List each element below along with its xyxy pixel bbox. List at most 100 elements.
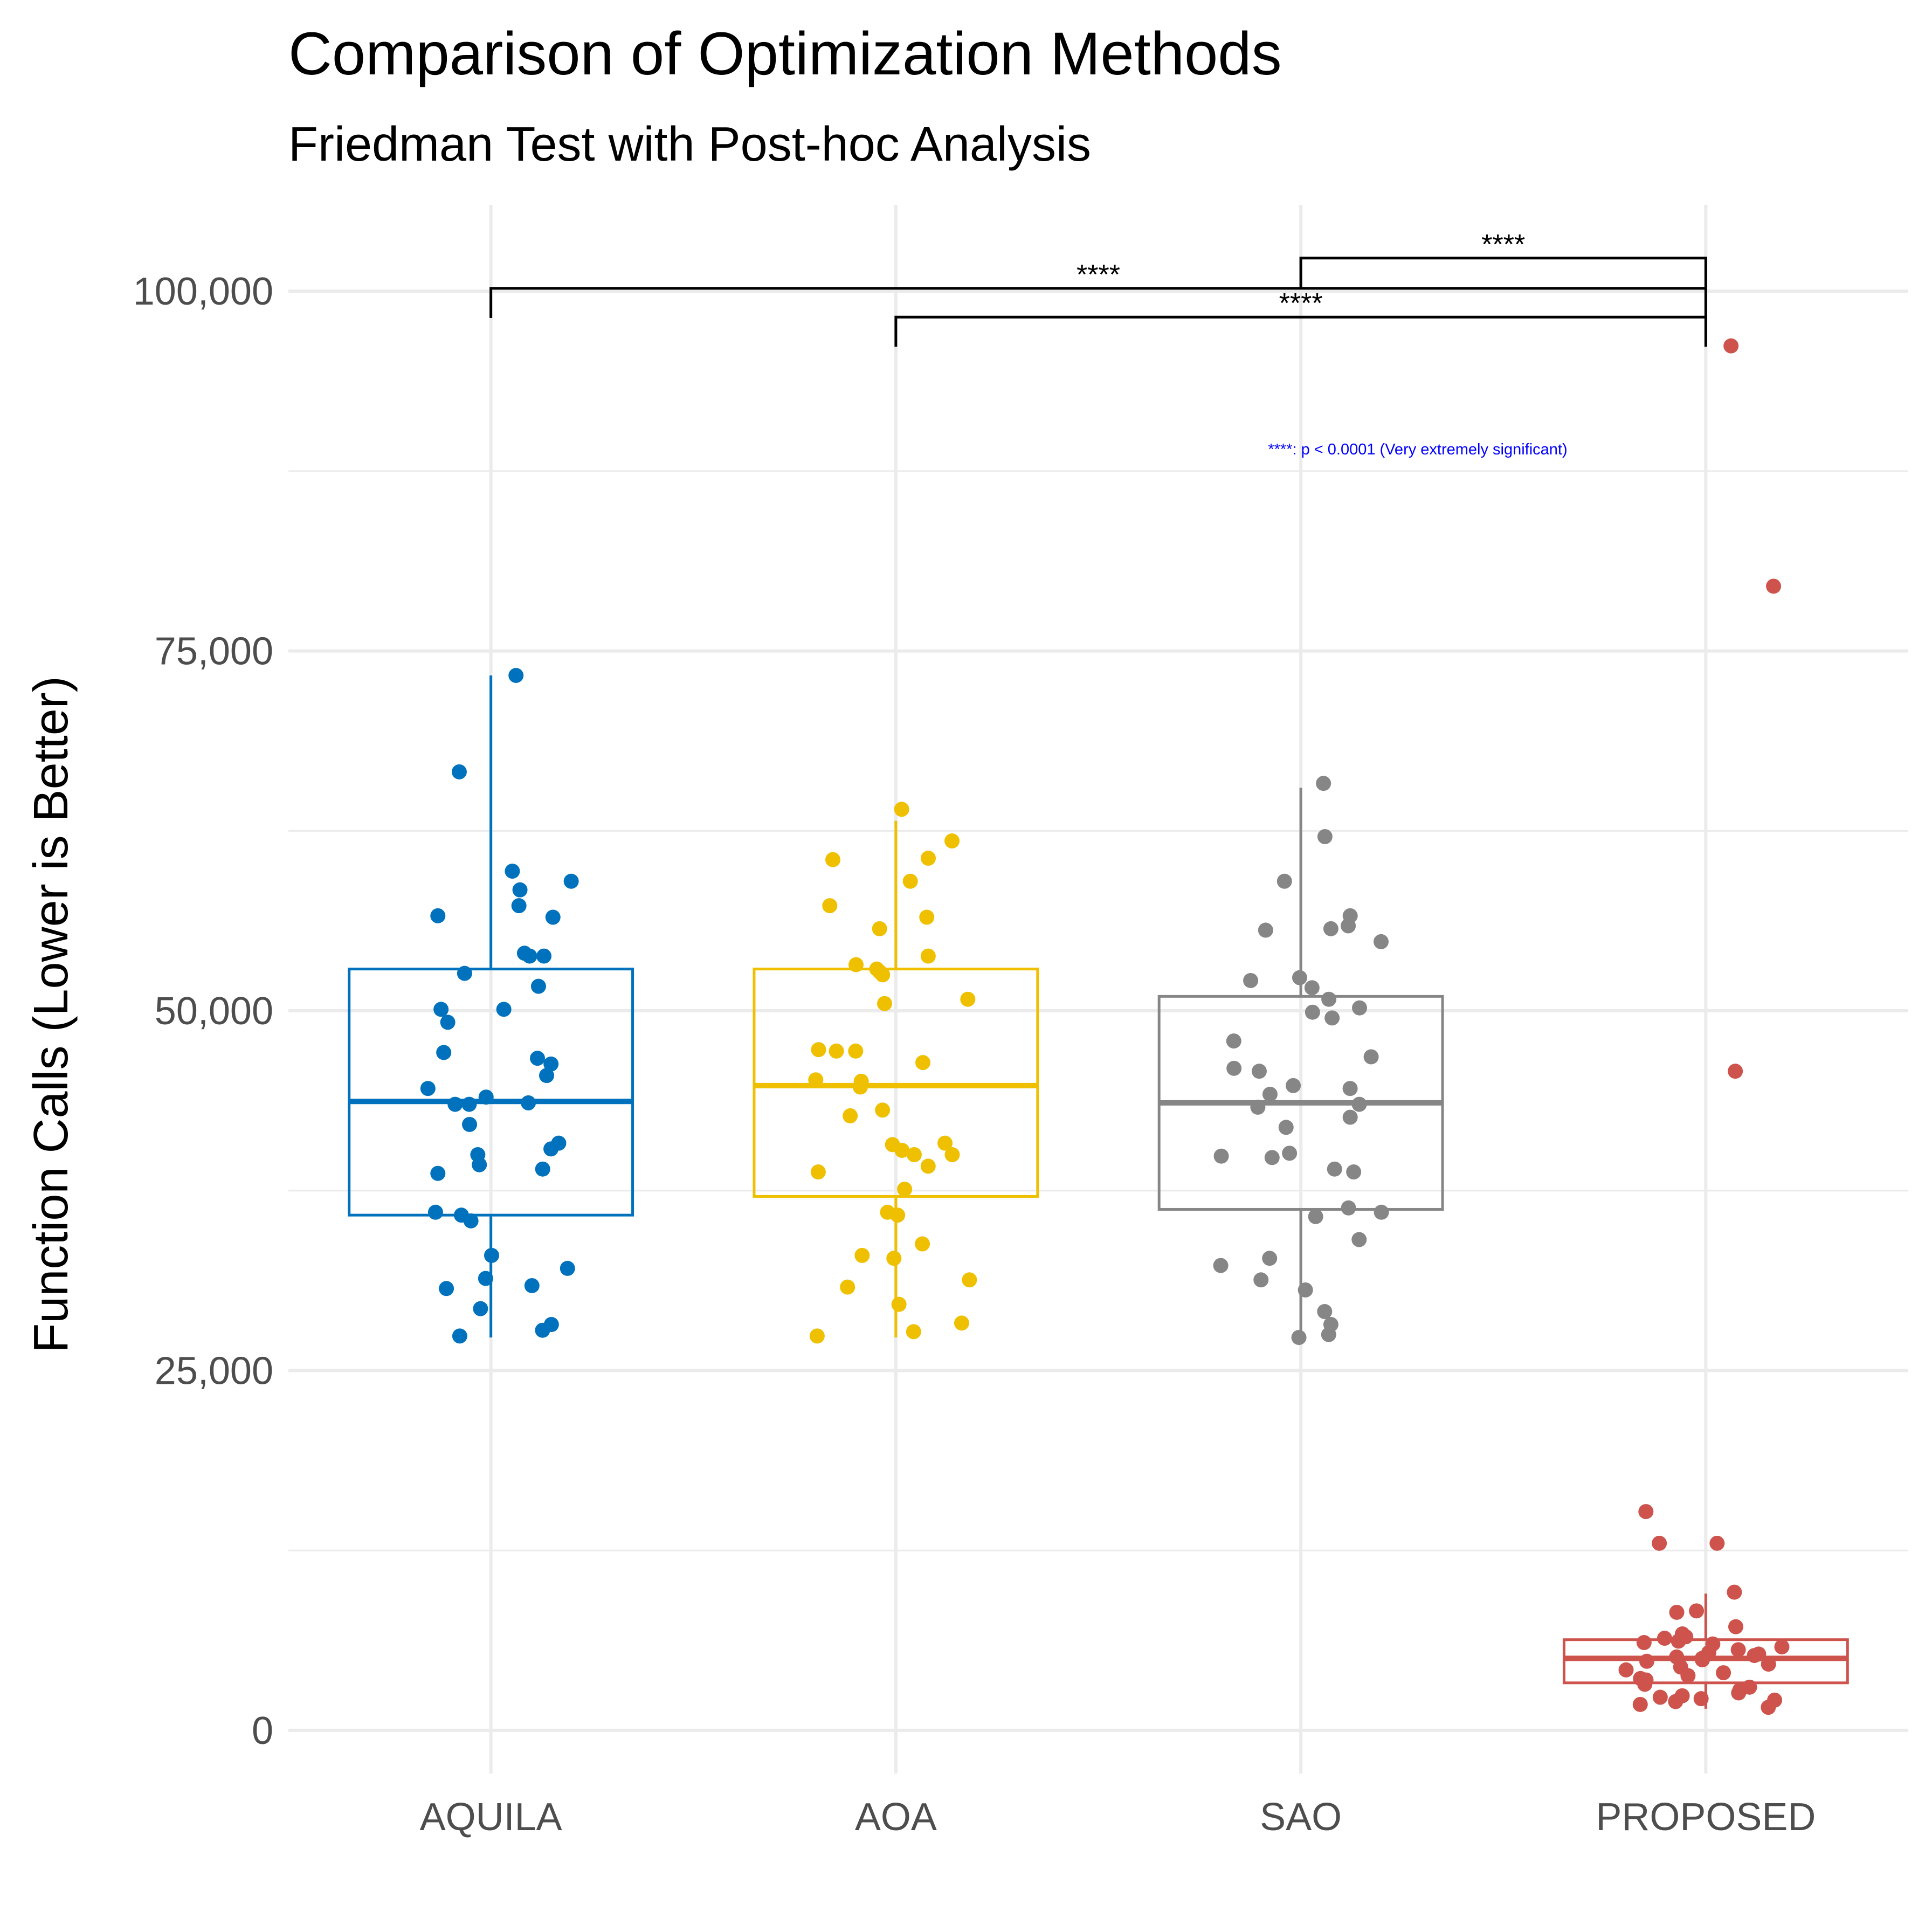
data-point [1226,1033,1241,1049]
data-point [810,1164,826,1180]
data-point [915,1055,931,1071]
data-point [508,668,524,683]
data-point [430,1165,446,1181]
data-point [954,1315,969,1331]
data-point [447,1096,463,1112]
box [1562,1638,1849,1685]
data-point [521,1095,536,1110]
data-point [875,1102,891,1118]
data-point [484,1247,499,1263]
data-point [937,1135,953,1151]
data-point [539,1068,554,1084]
data-point [1262,1086,1278,1102]
data-point [436,1045,452,1060]
data-point [1292,970,1307,985]
data-point [1304,980,1320,996]
data-point [1668,1694,1683,1709]
data-point [843,1108,858,1123]
data-point [906,1147,922,1163]
data-point [560,1260,575,1276]
data-point [511,898,527,914]
data-point [530,978,546,994]
data-point [1636,1635,1652,1651]
data-point [822,898,838,914]
data-point [522,948,537,964]
data-point [877,996,892,1011]
data-point [1282,1146,1298,1161]
data-point [1342,1109,1358,1125]
x-axis-ticks: AQUILA AOA SAO PROPOSED [420,1796,1816,1839]
data-point [875,967,891,983]
data-point [462,1116,478,1132]
data-point [1694,1652,1710,1668]
data-point [545,909,561,925]
significance-bracket [489,287,1707,318]
data-point [440,1015,456,1030]
chart-subtitle: Friedman Test with Post-hoc Analysis [288,118,1091,171]
box [753,968,1039,1198]
data-point [524,1278,540,1293]
data-point [962,1272,977,1288]
data-point [1251,1064,1267,1079]
data-point [1709,1535,1725,1551]
data-point [433,1002,449,1017]
y-tick-label: 75,000 [155,630,273,673]
data-point [439,1281,454,1296]
data-point [915,1236,930,1252]
data-point [563,873,579,889]
data-point [535,1161,550,1177]
data-point [1657,1631,1672,1646]
data-point [1632,1696,1648,1712]
data-point [894,802,909,817]
data-point [452,1328,467,1344]
data-point [1680,1668,1696,1683]
data-point [1317,1304,1333,1320]
data-point [1346,1164,1362,1180]
significance-brackets: **** **** **** [489,229,1707,347]
data-point [1373,934,1389,949]
significance-label: **** [1077,259,1120,291]
data-point [872,921,887,936]
data-point [1250,1099,1266,1115]
data-point [1728,1064,1743,1079]
data-point [1716,1665,1731,1681]
data-point [1316,776,1331,791]
data-point [852,1079,868,1095]
data-point [1689,1603,1705,1619]
data-point [1637,1676,1653,1692]
data-point [1774,1639,1790,1655]
data-point [457,965,472,981]
data-point [1226,1060,1242,1076]
data-point [1363,1049,1379,1065]
box [348,968,634,1217]
data-point [427,1204,443,1220]
data-point [1298,1282,1313,1298]
data-point [808,1072,824,1088]
data-point [1351,1232,1367,1247]
data-point [1213,1148,1229,1164]
data-point [1321,991,1337,1007]
data-point [811,1042,826,1058]
data-point [1317,829,1333,845]
data-point [1253,1272,1269,1288]
data-point [505,864,520,879]
data-point [1291,1330,1307,1346]
x-tick-label: AOA [855,1796,937,1839]
data-point [1747,1648,1762,1664]
data-point [1327,1161,1342,1177]
data-point [1761,1657,1776,1672]
data-point [1723,338,1739,354]
data-point [1374,1204,1389,1220]
data-point [902,873,918,889]
data-point [1323,921,1338,936]
data-point [1728,1619,1743,1634]
significance-bracket [894,315,1707,347]
data-point [1324,1010,1340,1026]
data-point [894,1143,910,1158]
data-point [536,948,552,964]
data-point [1652,1689,1668,1705]
data-point [1727,1584,1742,1600]
data-point [1286,1078,1301,1093]
data-point [1761,1700,1776,1715]
